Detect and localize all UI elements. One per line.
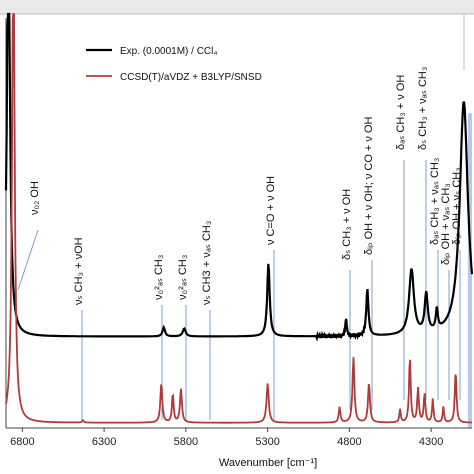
annotation-label: δᵢₚ OH + νₐₛ CH₃ xyxy=(440,183,452,265)
x-tick-label: 6800 xyxy=(10,436,34,448)
annotation-label: νₛ CH3 + νₐₛ CH₃ xyxy=(201,221,213,305)
annotation-label: δₛ CH₃ + νₐₛ CH₃ xyxy=(417,67,429,150)
annotation-label: ν₀₂ OH xyxy=(29,181,41,215)
annotation-label: δᵢₚ OH + ν OH; ν CO + ν OH xyxy=(363,116,375,255)
annotation-label: ν C=O + ν OH xyxy=(265,176,277,245)
x-tick-label: 4800 xyxy=(337,436,361,448)
annotation-label: νₛ CH₃ + νOH xyxy=(73,237,85,305)
x-tick-label: 5300 xyxy=(255,436,279,448)
series-exp-line xyxy=(4,12,474,342)
annotation-label: ν₀²ₐₛ CH₃ xyxy=(177,255,189,300)
annotation-label: δₐₛ CH₃ + νₐₛ CH₃ xyxy=(429,158,441,245)
annotation-leaders xyxy=(17,160,461,420)
highlight-band xyxy=(467,113,472,428)
series-calc-line xyxy=(5,13,472,424)
legend: Exp. (0.0001M) / CCl₄ CCSD(T)/aVDZ + B3L… xyxy=(86,46,262,83)
legend-label-exp: Exp. (0.0001M) / CCl₄ xyxy=(120,46,217,57)
x-axis-label: Wavenumber [cm⁻¹] xyxy=(219,457,317,469)
window-top-strip xyxy=(0,0,474,14)
annotation-label: δᵢₚ OH + νₛ CH₃ xyxy=(451,167,463,245)
annotations: ν₀₂ OH νₛ CH₃ + νOH ν₀²ₐₛ CH₃ ν₀²ₐₛ CH₃ νₛ C… xyxy=(29,67,463,305)
annotation-label: δₛ CH₃ + ν OH xyxy=(341,189,353,260)
legend-label-calc: CCSD(T)/aVDZ + B3LYP/SNSD xyxy=(120,72,262,83)
x-ticks: 6800 6300 5800 5300 4800 4300 xyxy=(10,428,443,448)
x-tick-label: 6300 xyxy=(92,436,116,448)
x-tick-label: 4300 xyxy=(419,436,443,448)
annotation-leader xyxy=(17,229,39,291)
annotation-label: δₐₛ CH₃ + ν OH xyxy=(395,75,407,150)
x-tick-label: 5800 xyxy=(174,436,198,448)
annotation-label: ν₀²ₐₛ CH₃ xyxy=(153,255,165,300)
